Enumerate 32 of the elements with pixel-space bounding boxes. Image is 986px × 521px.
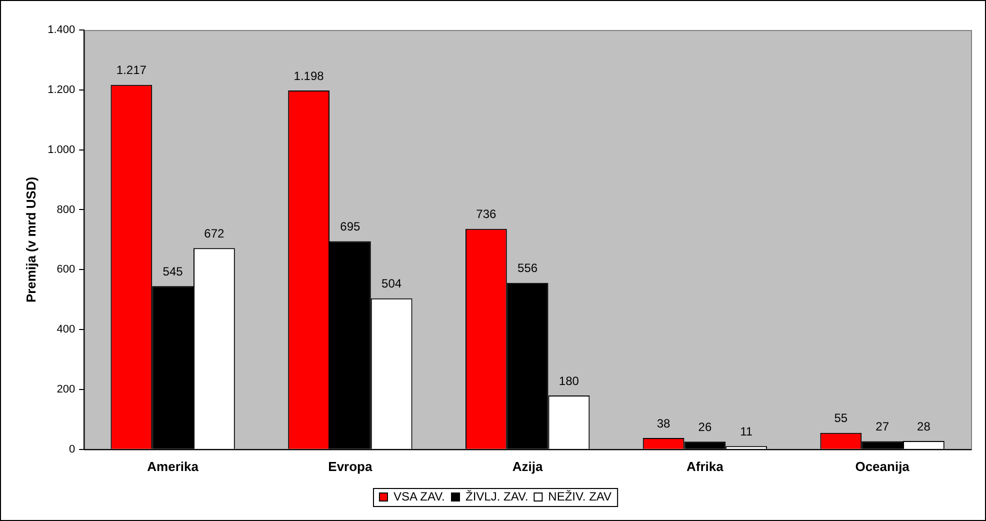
legend-label: NEŽIV. ZAV: [548, 489, 612, 504]
y-tick-label: 600: [56, 264, 76, 276]
y-tick-label: 200: [56, 384, 76, 396]
data-label: 556: [518, 261, 538, 276]
x-tick-label: Afrika: [686, 458, 724, 474]
data-label: 672: [204, 226, 225, 240]
data-label: 180: [558, 374, 580, 388]
x-tick-label: Evropa: [328, 458, 373, 474]
y-tick-label: 1.400: [48, 24, 76, 36]
legend-label: VSA ZAV.: [393, 489, 445, 504]
data-label: 545: [162, 264, 184, 278]
y-tick-label: 400: [56, 324, 76, 336]
data-label: 1.217: [116, 63, 147, 78]
data-label: 27: [876, 420, 890, 434]
data-label: 38: [656, 416, 671, 430]
data-label: 26: [698, 420, 712, 434]
data-label: 11: [740, 424, 753, 438]
y-tick-label: 1.000: [48, 144, 76, 156]
y-axis-title: Premija (v mrd USD): [23, 176, 38, 303]
data-label: 695: [340, 220, 361, 234]
data-label: 504: [382, 276, 402, 291]
x-tick-label: Amerika: [147, 458, 200, 474]
x-tick-label: Oceanija: [855, 458, 910, 474]
data-label: 736: [476, 207, 497, 222]
data-label: 1.198: [294, 68, 324, 83]
y-tick-label: 1.200: [48, 84, 76, 96]
y-tick-label: 800: [56, 204, 76, 216]
x-tick-label: Azija: [512, 458, 544, 474]
data-label: 28: [917, 419, 931, 434]
data-label: 55: [834, 411, 848, 426]
legend-label: ŽIVLJ. ZAV.: [465, 489, 528, 504]
y-tick-label: 0: [69, 443, 76, 456]
